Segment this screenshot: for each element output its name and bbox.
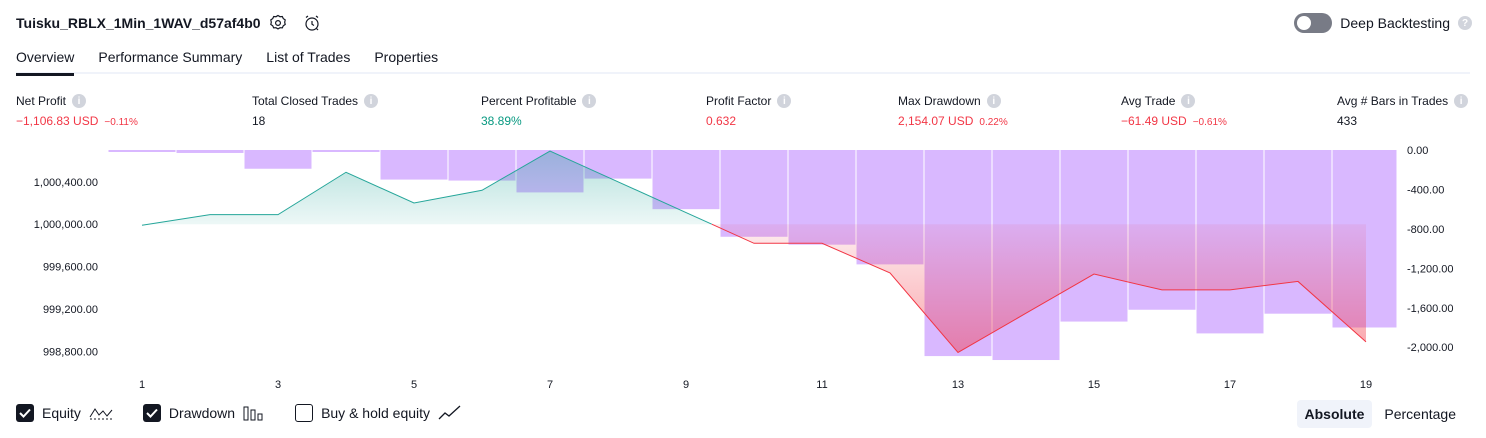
metric-value: −1,106.83 USD — [16, 114, 99, 128]
x-axis-tick: 3 — [275, 379, 281, 391]
metric-value: 2,154.07 USD — [898, 114, 974, 128]
legend-equity[interactable]: Equity — [16, 404, 113, 422]
checkbox-equity[interactable] — [16, 404, 34, 422]
drawdown-bar — [380, 150, 448, 180]
equity-line-icon — [89, 408, 113, 420]
metric-value: 38.89% — [481, 114, 522, 128]
metric-value: 18 — [252, 114, 266, 128]
right-axis-tick: 0.00 — [1407, 145, 1428, 157]
tab-bar: Overview Performance Summary List of Tra… — [16, 44, 1470, 76]
metric-label: Percent Profitable — [481, 94, 577, 108]
metric-label: Avg Trade — [1121, 94, 1176, 108]
x-axis-tick: 9 — [683, 379, 689, 391]
drawdown-bar — [176, 150, 244, 153]
legend-label: Drawdown — [168, 405, 236, 421]
x-axis-tick: 19 — [1360, 379, 1372, 391]
info-icon[interactable]: i — [72, 94, 87, 108]
drawdown-bar — [244, 150, 312, 169]
metric-sub: −0.61% — [1192, 117, 1227, 128]
drawdown-bars-icon — [243, 406, 263, 421]
top-bar: Tuisku_RBLX_1Min_1WAV_d57af4b0 Deep Back… — [0, 0, 1486, 44]
x-axis-tick: 15 — [1088, 379, 1100, 391]
x-axis-tick: 5 — [411, 379, 417, 391]
metric-avg-bars: Avg # Bars in Trades i 433 — [1337, 94, 1469, 128]
checkbox-drawdown[interactable] — [142, 404, 161, 422]
checkbox-buy-hold[interactable] — [295, 404, 314, 422]
legend-label: Buy & hold equity — [321, 405, 431, 421]
info-icon[interactable]: i — [582, 94, 597, 108]
equity-drawdown-chart: 1,000,400.00 1,000,000.00 999,600.00 999,20… — [34, 145, 1454, 391]
help-icon[interactable]: ? — [1458, 16, 1472, 30]
info-icon[interactable]: i — [777, 94, 792, 108]
left-axis-tick: 998,800.00 — [43, 346, 98, 358]
metric-value: 0.632 — [706, 114, 737, 128]
right-axis-tick: -400.00 — [1407, 184, 1444, 196]
metric-percent-profitable: Percent Profitable i 38.89% — [481, 94, 597, 128]
metric-value: 433 — [1337, 114, 1358, 128]
x-axis-tick: 13 — [952, 379, 964, 391]
tab-list-of-trades[interactable]: List of Trades — [266, 49, 351, 65]
tab-performance-summary[interactable]: Performance Summary — [98, 49, 243, 65]
percentage-button[interactable]: Percentage — [1384, 406, 1456, 422]
drawdown-bar — [108, 150, 176, 152]
metric-label: Total Closed Trades — [252, 94, 359, 108]
x-axis-tick: 7 — [547, 379, 553, 391]
info-icon[interactable]: i — [1454, 94, 1469, 108]
drawdown-bar — [720, 150, 788, 237]
deep-backtesting-label: Deep Backtesting — [1340, 15, 1450, 31]
info-icon[interactable]: i — [1181, 94, 1196, 108]
right-axis-tick: -2,000.00 — [1407, 342, 1453, 354]
left-axis-tick: 1,000,400.00 — [34, 177, 98, 189]
legend-drawdown[interactable]: Drawdown — [142, 404, 265, 422]
drawdown-bar — [312, 150, 380, 152]
x-axis-tick: 11 — [816, 379, 827, 391]
x-axis-tick: 17 — [1224, 379, 1236, 391]
settings-gear-icon[interactable] — [268, 13, 288, 33]
equity-loss-area — [711, 224, 1366, 353]
metric-sub: −0.11% — [104, 117, 138, 128]
absolute-button[interactable]: Absolute — [1296, 400, 1373, 428]
left-axis-tick: 999,600.00 — [43, 262, 98, 274]
right-axis-tick: -1,200.00 — [1407, 263, 1453, 275]
tab-overview[interactable]: Overview — [16, 44, 75, 76]
metric-label: Net Profit — [16, 94, 67, 108]
equity-line-down — [711, 223, 1367, 354]
tab-properties[interactable]: Properties — [374, 49, 439, 65]
equity-profit-area — [142, 151, 712, 226]
legend-buy-hold[interactable]: Buy & hold equity — [295, 404, 462, 422]
x-axis-tick: 1 — [139, 379, 145, 391]
metric-value: −61.49 USD — [1121, 114, 1187, 128]
alarm-clock-icon[interactable] — [302, 13, 322, 33]
chart-legend: Equity Drawdown Buy & hold equity — [16, 404, 492, 422]
scale-mode-switch: Absolute Percentage — [1296, 400, 1465, 428]
drawdown-bar — [448, 150, 516, 181]
drawdown-bar — [652, 150, 720, 210]
metric-net-profit: Net Profit i −1,106.83 USD −0.11% — [16, 94, 138, 128]
right-axis-tick: -800.00 — [1407, 224, 1444, 236]
metric-profit-factor: Profit Factor i 0.632 — [706, 94, 792, 128]
metric-sub: 0.22% — [979, 117, 1008, 128]
right-axis-tick: -1,600.00 — [1407, 303, 1453, 315]
metric-max-drawdown: Max Drawdown i 2,154.07 USD 0.22% — [898, 94, 1008, 128]
equity-line-up — [141, 150, 712, 226]
left-axis-tick: 999,200.00 — [43, 304, 98, 316]
buy-hold-line-icon — [438, 405, 461, 420]
info-icon[interactable]: i — [364, 94, 379, 108]
deep-backtesting-control: Deep Backtesting ? — [1294, 13, 1472, 33]
metric-avg-trade: Avg Trade i −61.49 USD −0.61% — [1121, 94, 1227, 128]
metric-total-closed-trades: Total Closed Trades i 18 — [252, 94, 379, 128]
metric-label: Avg # Bars in Trades — [1337, 94, 1449, 108]
metric-label: Max Drawdown — [898, 94, 981, 108]
deep-backtesting-toggle[interactable] — [1294, 13, 1333, 33]
left-axis-tick: 1,000,000.00 — [34, 219, 98, 231]
strategy-title: Tuisku_RBLX_1Min_1WAV_d57af4b0 — [16, 15, 261, 31]
metric-label: Profit Factor — [706, 94, 772, 108]
legend-label: Equity — [42, 405, 81, 421]
info-icon[interactable]: i — [986, 94, 1001, 108]
